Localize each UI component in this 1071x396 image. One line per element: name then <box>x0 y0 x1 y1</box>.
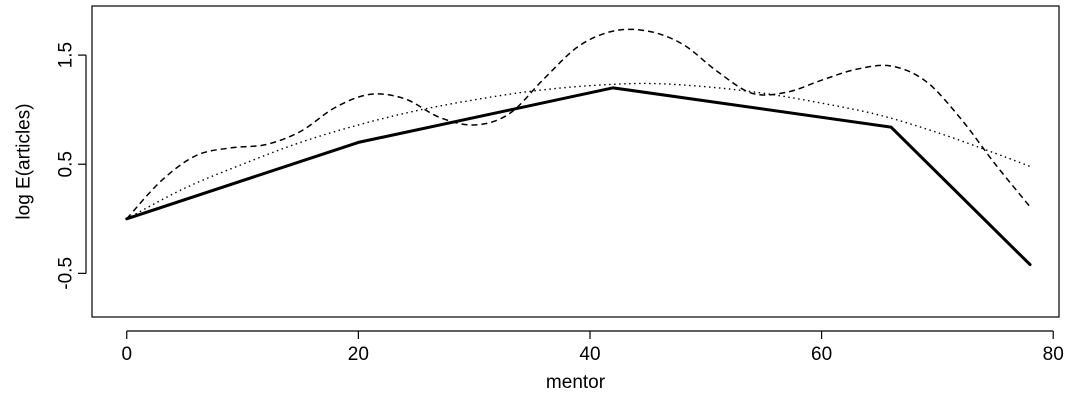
x-tick-label: 60 <box>811 344 832 365</box>
y-tick-label: 1.5 <box>56 42 77 68</box>
series-line-solid <box>125 86 1032 267</box>
x-tick-label: 40 <box>579 344 600 365</box>
plot-border <box>91 5 1060 318</box>
x-axis: 0 20 40 60 80 <box>121 330 1064 365</box>
series-line-dotted <box>126 82 1031 220</box>
plot-area <box>91 5 1060 318</box>
x-tick-label: 0 <box>121 344 132 365</box>
series-lines <box>125 28 1032 267</box>
y-axis-label: log E(articles) <box>14 103 35 219</box>
x-tick-label: 20 <box>348 344 369 365</box>
x-tick-label: 80 <box>1043 344 1064 365</box>
y-tick-label: 0.5 <box>56 151 77 177</box>
series-line-dashed <box>126 28 1031 220</box>
x-axis-label: mentor <box>546 372 606 393</box>
y-tick-label: -0.5 <box>56 257 77 290</box>
y-axis: -0.5 0.5 1.5 <box>56 42 87 290</box>
